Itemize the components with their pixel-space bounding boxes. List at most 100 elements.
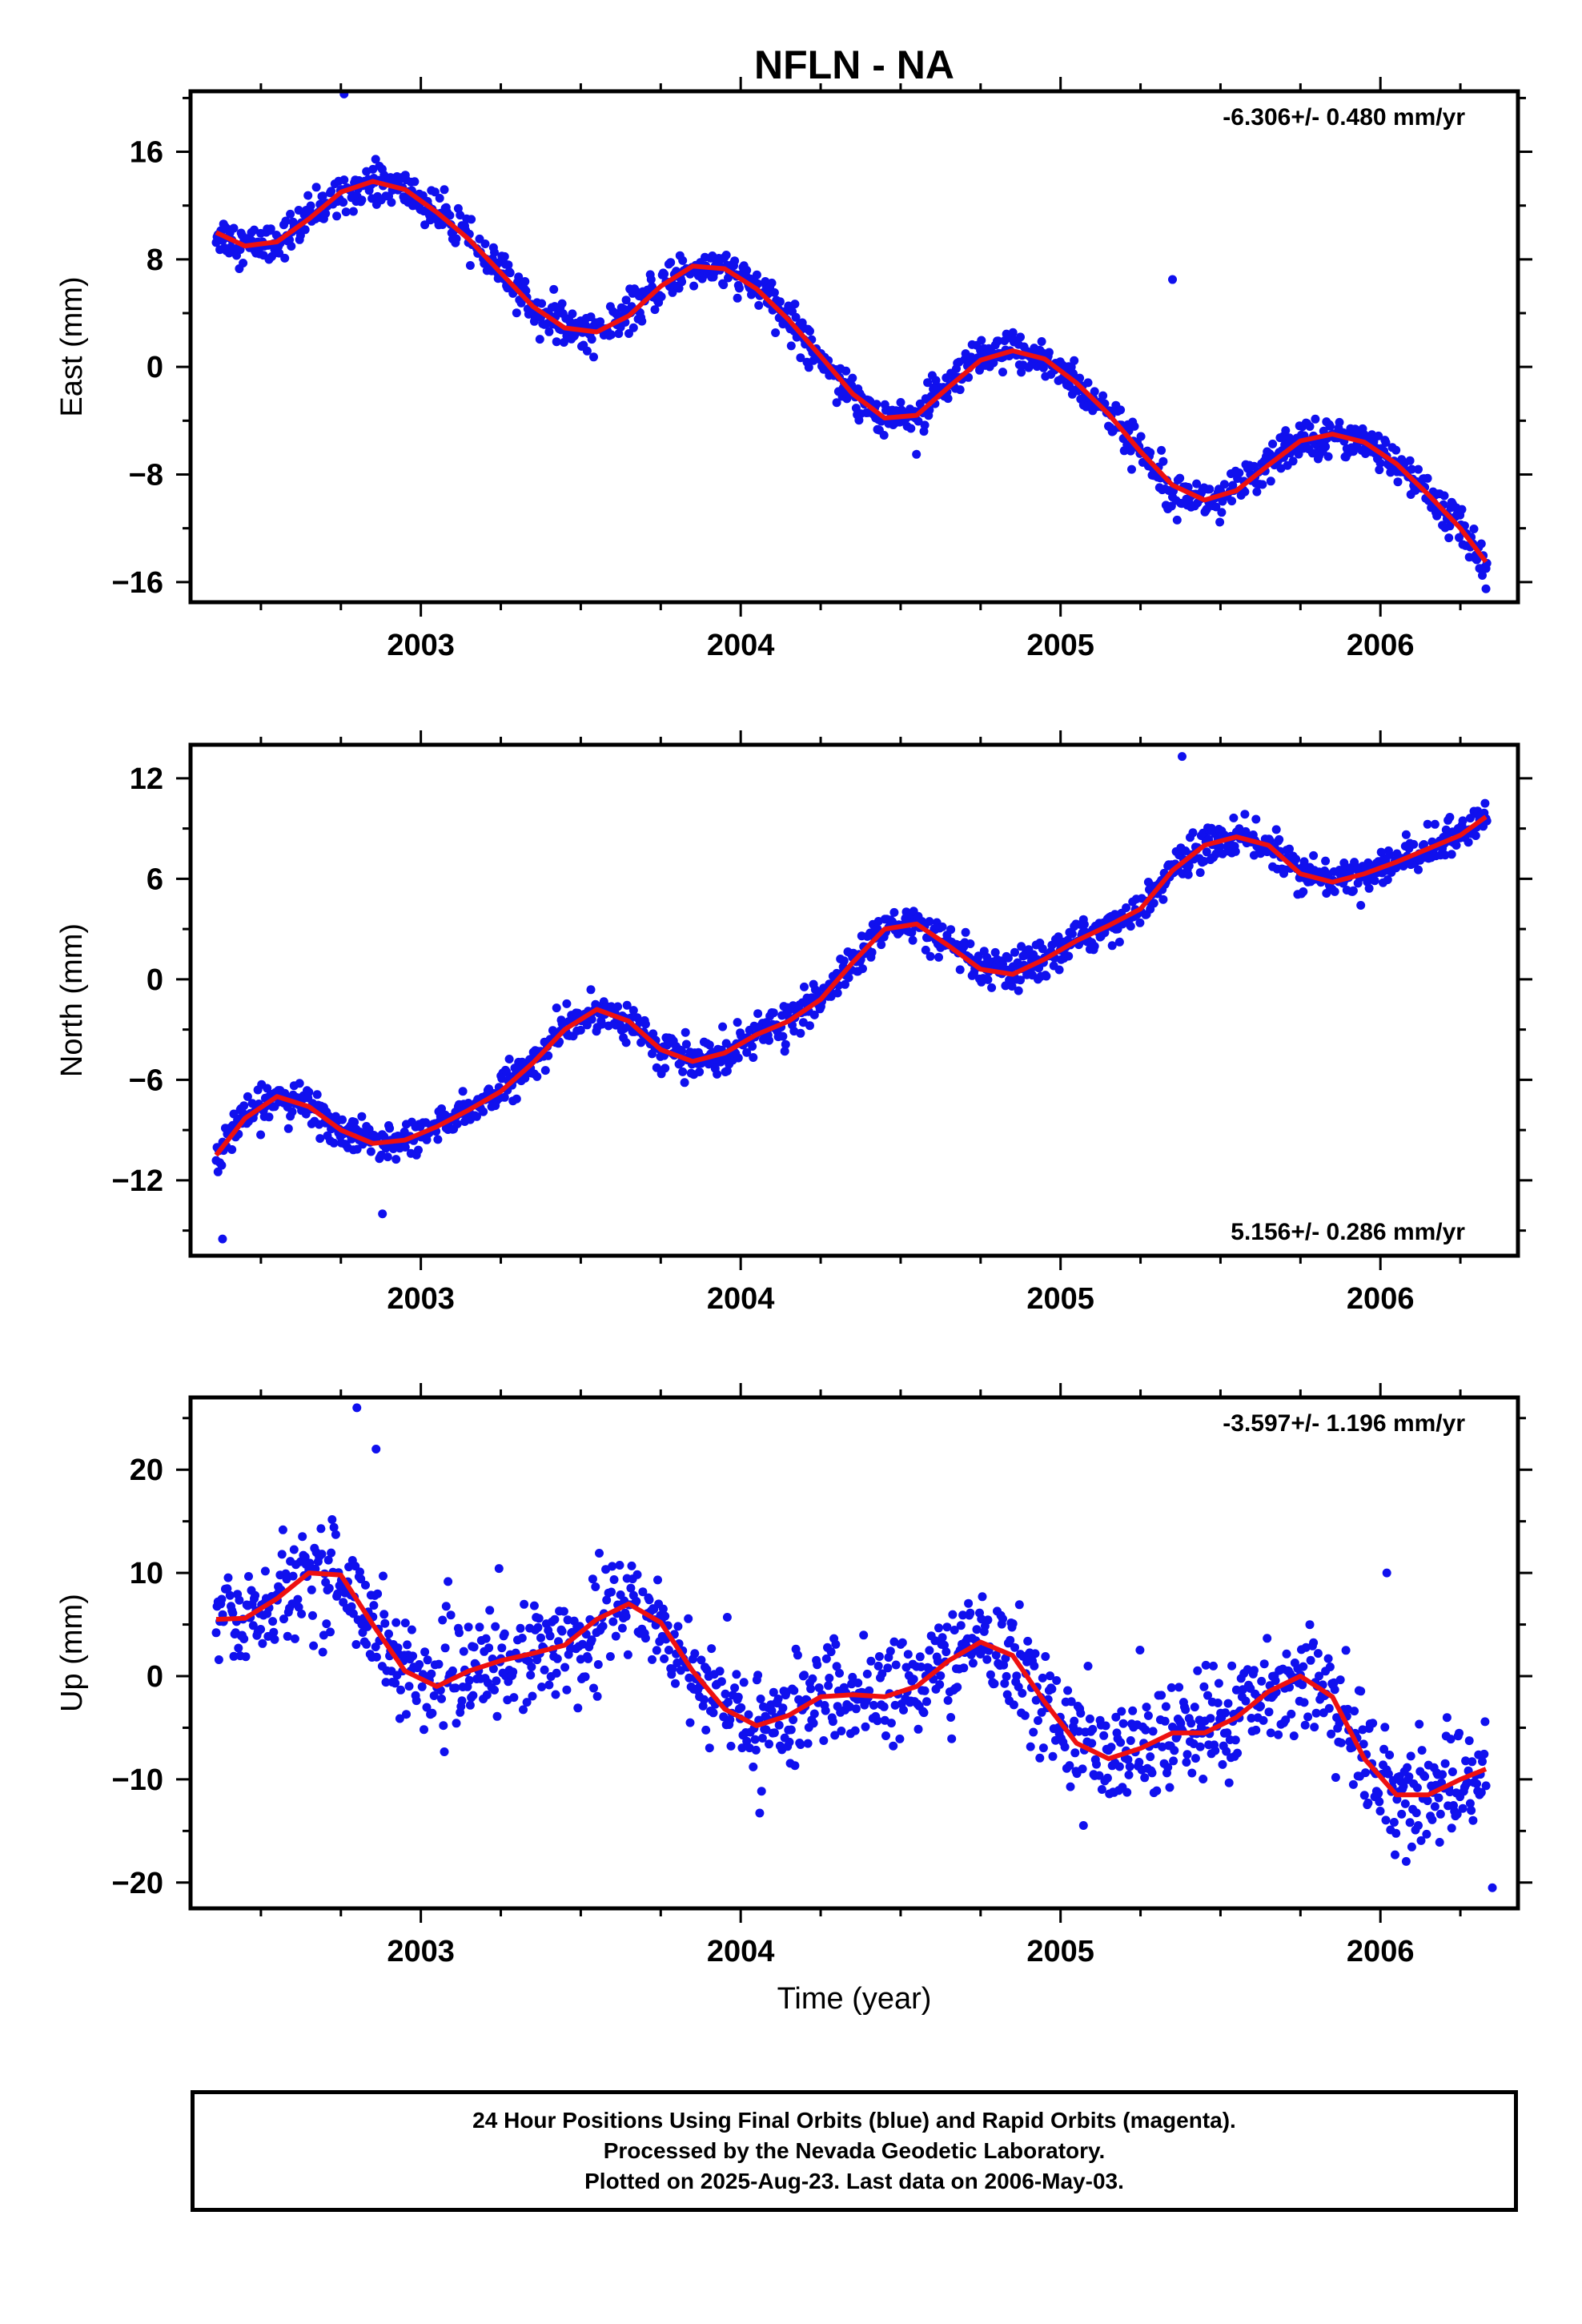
data-point xyxy=(537,1683,547,1691)
data-point xyxy=(527,1663,536,1671)
data-point xyxy=(356,1574,366,1584)
data-point xyxy=(1375,1797,1384,1807)
data-point xyxy=(761,1725,771,1735)
data-point xyxy=(562,1685,572,1695)
data-point xyxy=(1002,1671,1011,1681)
data-point xyxy=(465,261,475,270)
data-point xyxy=(1359,1739,1368,1749)
y-tick-label: 20 xyxy=(130,1454,163,1487)
data-point xyxy=(896,398,905,407)
data-point xyxy=(544,327,554,336)
data-point xyxy=(978,1592,987,1602)
data-point xyxy=(1464,1736,1474,1746)
data-point xyxy=(1192,479,1202,489)
data-point xyxy=(277,1550,287,1559)
data-point xyxy=(435,194,444,203)
data-point xyxy=(821,1706,830,1715)
data-point xyxy=(1158,456,1168,466)
data-point xyxy=(1275,834,1284,844)
data-point xyxy=(833,988,842,998)
data-point xyxy=(1298,1680,1307,1690)
data-point xyxy=(559,338,568,347)
data-point xyxy=(739,1678,749,1687)
data-point xyxy=(680,1078,689,1088)
data-point xyxy=(290,1634,299,1643)
data-point xyxy=(410,177,420,187)
data-point xyxy=(428,1708,437,1718)
data-point xyxy=(467,215,476,224)
data-point xyxy=(552,337,561,347)
data-point xyxy=(380,1618,390,1628)
data-point xyxy=(317,1550,327,1559)
data-point xyxy=(1407,464,1416,474)
data-point xyxy=(1010,947,1019,957)
data-point xyxy=(258,1638,267,1648)
data-point xyxy=(983,1615,993,1625)
data-point xyxy=(326,1627,335,1637)
data-point xyxy=(331,1530,340,1539)
data-point xyxy=(886,1719,896,1728)
data-point xyxy=(278,1525,287,1534)
data-point xyxy=(613,1002,623,1011)
data-point xyxy=(1330,887,1339,896)
data-point xyxy=(1274,1730,1283,1739)
data-point xyxy=(830,1731,840,1740)
data-point xyxy=(1029,1727,1038,1737)
data-point xyxy=(1348,1779,1358,1789)
data-point xyxy=(1409,839,1419,849)
x-tick-label: 2006 xyxy=(1347,629,1415,662)
data-point xyxy=(552,1668,561,1678)
data-point xyxy=(1195,1742,1205,1751)
data-point xyxy=(705,1743,714,1753)
data-point xyxy=(500,1092,509,1102)
data-point xyxy=(241,1652,251,1662)
data-point xyxy=(492,1711,502,1721)
data-point xyxy=(324,1583,334,1593)
data-point xyxy=(1287,1709,1296,1719)
data-point xyxy=(391,1679,400,1688)
data-point xyxy=(998,959,1007,969)
chart-title: NFLN - NA xyxy=(754,42,954,87)
data-point xyxy=(536,1633,545,1642)
data-point xyxy=(563,1615,572,1625)
data-point xyxy=(753,1671,763,1680)
data-point xyxy=(1044,348,1054,357)
data-point xyxy=(1442,1713,1452,1723)
data-point xyxy=(1336,1738,1346,1747)
data-point xyxy=(915,1652,925,1662)
data-point xyxy=(1266,1728,1275,1738)
data-point xyxy=(695,1068,705,1076)
data-point xyxy=(632,1597,641,1606)
data-point xyxy=(1435,1809,1445,1819)
data-point xyxy=(1281,1715,1291,1725)
data-point xyxy=(508,1667,518,1677)
data-point xyxy=(333,1589,343,1598)
data-point xyxy=(309,1641,319,1651)
data-point xyxy=(280,253,290,263)
data-point xyxy=(1303,1712,1313,1722)
data-point xyxy=(270,1634,279,1644)
data-point xyxy=(933,1656,942,1666)
x-tick-label: 2003 xyxy=(387,629,455,662)
data-point xyxy=(673,1622,683,1631)
data-point xyxy=(446,1610,456,1620)
data-point xyxy=(295,1079,304,1088)
data-point xyxy=(1299,1698,1309,1707)
data-point xyxy=(480,239,490,248)
data-point xyxy=(796,1740,805,1749)
data-point xyxy=(955,385,965,395)
data-point xyxy=(767,1706,777,1715)
data-point xyxy=(713,1069,722,1079)
data-point xyxy=(1030,1661,1039,1671)
rate-annotation: -6.306+/- 0.480 mm/yr xyxy=(1223,104,1465,131)
data-point xyxy=(587,335,596,344)
data-point xyxy=(983,975,993,984)
data-point xyxy=(698,1701,708,1711)
data-point xyxy=(1012,1671,1022,1681)
data-point xyxy=(1461,1756,1471,1766)
y-tick-label: 0 xyxy=(147,963,163,997)
data-point xyxy=(229,1651,239,1661)
data-point xyxy=(387,198,396,207)
data-point xyxy=(1048,1751,1058,1761)
data-point xyxy=(1347,1743,1357,1752)
